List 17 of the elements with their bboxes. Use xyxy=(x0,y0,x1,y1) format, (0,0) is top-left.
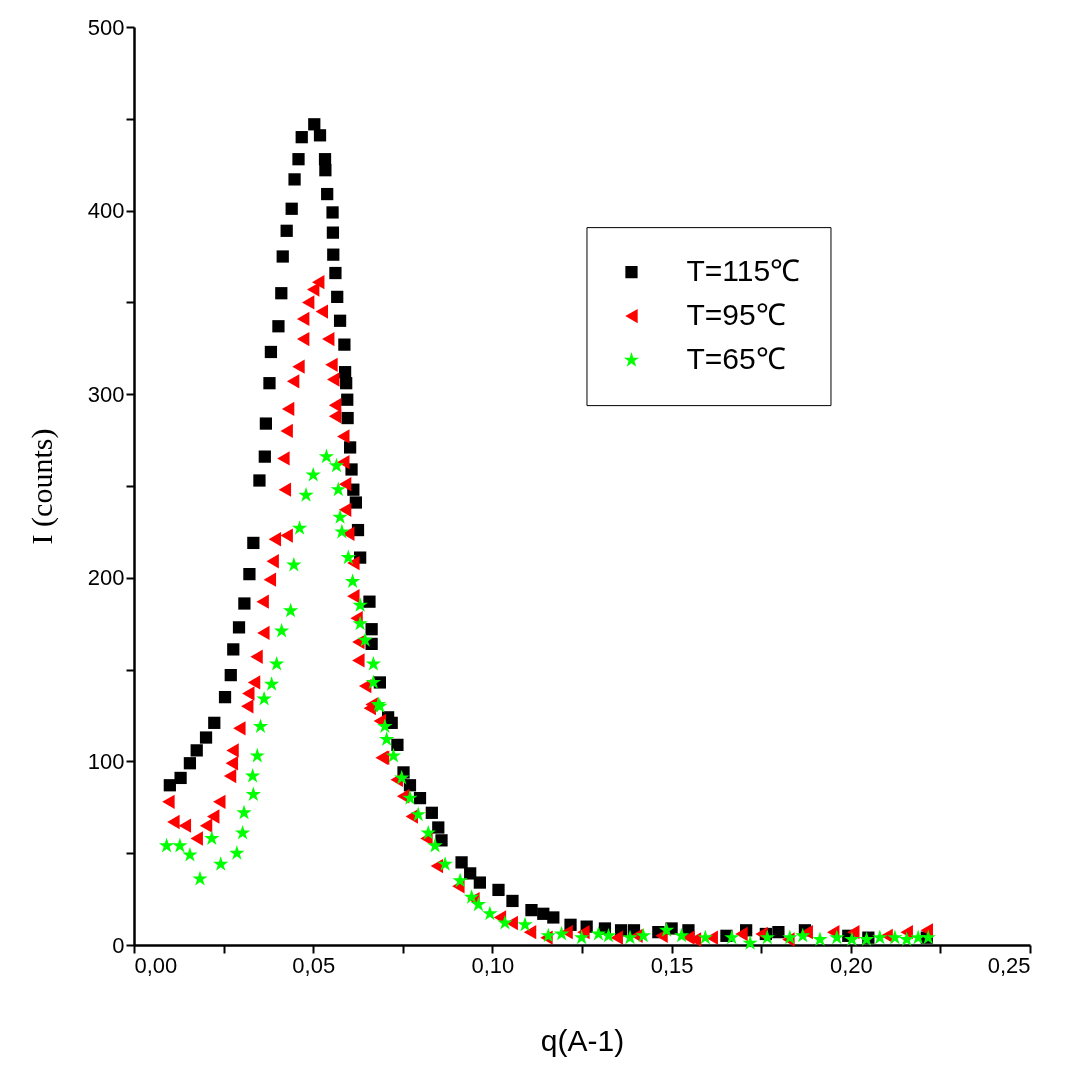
y-tick-label: 400 xyxy=(87,198,125,224)
x-tick-label: 0,05 xyxy=(292,952,336,978)
legend-label: T=65℃ xyxy=(686,342,786,376)
x-tick-label: 0,20 xyxy=(829,952,873,978)
y-tick-label: 300 xyxy=(87,381,125,407)
legend-label: T=115℃ xyxy=(686,254,801,288)
y-tick-label: 500 xyxy=(87,14,125,40)
x-tick-label: 0,10 xyxy=(471,952,515,978)
x-tick-label: 0,15 xyxy=(650,952,694,978)
y-tick-label: 0 xyxy=(112,932,125,958)
y-axis-title: I (counts) xyxy=(24,428,59,545)
y-tick-label: 100 xyxy=(87,748,125,774)
legend-label: T=95℃ xyxy=(686,298,786,332)
x-tick-label: 0,00 xyxy=(134,952,178,978)
x-axis-title: q(A-1) xyxy=(540,1023,625,1057)
x-tick-label: 0,25 xyxy=(987,952,1031,978)
y-tick-label: 200 xyxy=(87,565,125,591)
